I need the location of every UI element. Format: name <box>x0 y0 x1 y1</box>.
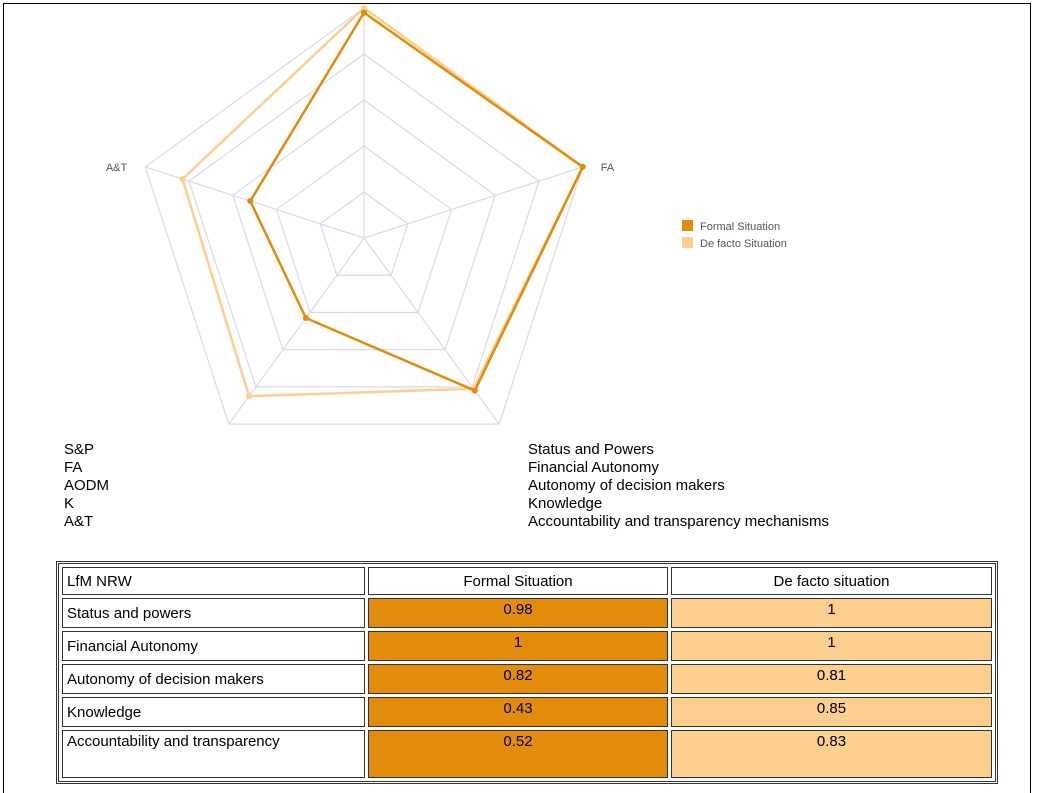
abbreviation-row: S&P Status and Powers <box>64 441 1004 459</box>
data-point <box>247 198 254 205</box>
defacto-value-cell: 0.85 <box>671 697 992 727</box>
data-point <box>471 387 478 394</box>
abbreviation-key: S&P <box>64 441 95 458</box>
legend-swatch <box>682 237 693 248</box>
metric-cell: Accountability and transparency <box>62 730 365 778</box>
grid-spoke <box>363 166 583 239</box>
legend-swatch <box>682 220 693 231</box>
column-header: LfM NRW <box>62 567 365 595</box>
defacto-value-cell: 1 <box>671 631 992 661</box>
grid-ring <box>188 53 540 388</box>
abbreviation-row: A&T Accountability and transparency mech… <box>64 513 1004 531</box>
defacto-value-cell: 1 <box>671 598 992 628</box>
axis-label: A&T <box>106 162 128 174</box>
formal-value-cell: 0.98 <box>368 598 668 628</box>
grid-ring <box>232 99 496 351</box>
formal-value-cell: 1 <box>368 631 668 661</box>
formal-value-cell: 0.52 <box>368 730 668 778</box>
abbreviation-full: Status and Powers <box>528 441 654 458</box>
defacto-value-cell: 0.83 <box>671 730 992 778</box>
abbreviation-full: Knowledge <box>528 495 603 512</box>
table-row: Status and powers 0.98 1 <box>62 598 992 628</box>
table-row: Knowledge 0.43 0.85 <box>62 697 992 727</box>
table-row: Financial Autonomy 1 1 <box>62 631 992 661</box>
column-header: De facto situation <box>671 567 992 595</box>
table-row: Accountability and transparency 0.52 0.8… <box>62 730 992 778</box>
series-line-formal <box>249 11 584 392</box>
axis-label: FA <box>601 162 615 174</box>
data-point <box>579 163 586 170</box>
abbreviation-full: Financial Autonomy <box>528 459 659 476</box>
grid-ring <box>275 145 453 314</box>
legend-label: Formal Situation <box>700 221 780 233</box>
abbreviation-row: FA Financial Autonomy <box>64 459 1004 477</box>
metric-cell: Knowledge <box>62 697 365 727</box>
metric-cell: Autonomy of decision makers <box>62 664 365 694</box>
metric-cell: Financial Autonomy <box>62 631 365 661</box>
column-header: Formal Situation <box>368 567 668 595</box>
data-point <box>179 176 186 183</box>
abbreviation-row: K Knowledge <box>64 495 1004 513</box>
grid-spoke <box>363 237 500 425</box>
series-line-defacto <box>181 6 584 398</box>
abbreviation-key: AODM <box>64 477 109 494</box>
formal-value-cell: 0.82 <box>368 664 668 694</box>
abbreviation-key: FA <box>64 459 83 476</box>
metric-cell: Status and powers <box>62 598 365 628</box>
data-point <box>302 315 309 322</box>
figure-frame <box>3 3 1031 793</box>
defacto-value-cell: 0.81 <box>671 664 992 694</box>
formal-value-cell: 0.43 <box>368 697 668 727</box>
data-point <box>246 393 253 400</box>
abbreviation-key: K <box>64 495 75 512</box>
scores-table: LfM NRW Formal Situation De facto situat… <box>56 561 998 784</box>
abbreviation-full: Autonomy of decision makers <box>528 477 725 494</box>
table-header-row: LfM NRW Formal Situation De facto situat… <box>62 567 992 595</box>
abbreviation-list: S&P Status and Powers FA Financial Auton… <box>64 441 1004 531</box>
legend-label: De facto Situation <box>700 238 787 250</box>
abbreviation-full: Accountability and transparency mechanis… <box>528 513 829 530</box>
abbreviation-key: A&T <box>64 513 94 530</box>
data-point <box>361 5 367 11</box>
abbreviation-row: AODM Autonomy of decision makers <box>64 477 1004 495</box>
grid-ring <box>319 191 409 276</box>
grid-spoke <box>228 237 365 425</box>
grid-spoke <box>145 166 365 239</box>
table-row: Autonomy of decision makers 0.82 0.81 <box>62 664 992 694</box>
data-point <box>361 9 367 16</box>
